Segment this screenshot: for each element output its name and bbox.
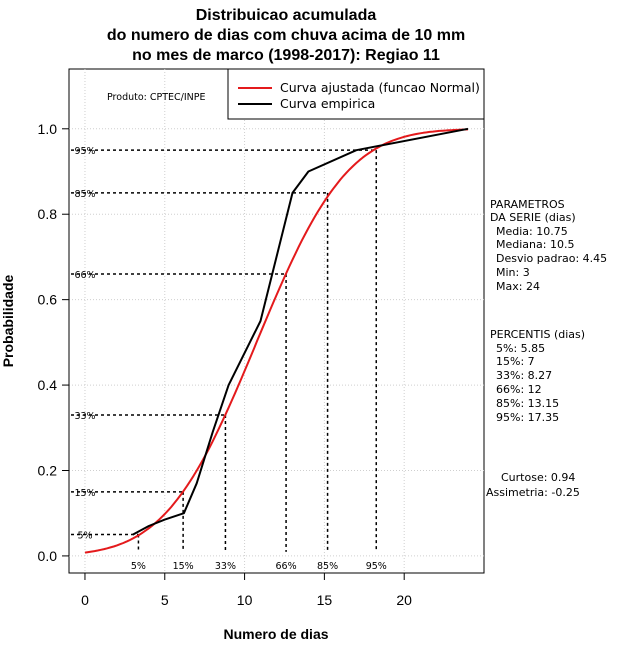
percentile-y-label-3: 66% [74,270,95,281]
param-min: Min: 3 [496,266,530,279]
producer-note: Produto: CPTEC/INPE [107,92,206,103]
percentile-guides: 5% 5% 15% 15% 33% 33% 66% 66% 85% 85% 95% 95% [71,146,387,572]
y-axis: 0.0 0.2 0.4 0.6 0.8 1.0 [38,121,70,564]
y-tick-label-0: 0.0 [38,548,58,564]
y-tick-label-2: 0.4 [38,377,58,393]
x-tick-label-0: 0 [81,592,89,608]
percentile-y-label-4: 85% [74,189,95,200]
x-tick-label-2: 10 [237,592,253,608]
y-tick-label-4: 0.8 [38,206,58,222]
param-media: Media: 10.75 [496,225,568,238]
grid-lines [69,69,484,573]
percentile-x-label-2: 33% [215,561,236,572]
y-tick-label-1: 0.2 [38,462,58,478]
chart-title-line-2: do numero de dias com chuva acima de 10 … [107,27,465,44]
percentil-95: 95%: 17.35 [496,411,559,424]
data-series [84,127,469,554]
legend-label-fitted: Curva ajustada (funcao Normal) [280,80,480,95]
x-axis: 0 5 10 15 20 [81,572,412,608]
params-heading-2: DA SERIE (dias) [490,211,576,224]
x-tick-label-4: 20 [396,592,412,608]
param-mediana: Mediana: 10.5 [496,238,574,251]
x-axis-title: Numero de dias [223,626,328,642]
chart-title-line-3: no mes de marco (1998-2017): Regiao 11 [132,47,440,64]
series-empirical-line [132,127,469,536]
percentile-x-label-1: 15% [173,561,194,572]
percentile-x-label-3: 66% [276,561,297,572]
param-max: Max: 24 [496,280,540,293]
y-tick-label-3: 0.6 [38,292,58,308]
percentile-y-label-1: 15% [74,488,95,499]
x-tick-label-3: 15 [317,592,333,608]
percentile-x-label-5: 95% [366,561,387,572]
percentil-5: 5%: 5.85 [496,342,545,355]
percentil-66: 66%: 12 [496,383,542,396]
series-parameters-panel: PARAMETROS DA SERIE (dias) Media: 10.75 … [486,198,607,499]
percentile-x-label-4: 85% [317,561,338,572]
percentil-33: 33%: 8.27 [496,369,552,382]
percentil-85: 85%: 13.15 [496,397,559,410]
percentile-y-label-2: 33% [74,411,95,422]
curtose: Curtose: 0.94 [501,471,575,484]
chart-title-line-1: Distribuicao acumulada [196,7,377,24]
percentil-15: 15%: 7 [496,355,535,368]
legend-box [227,68,485,120]
params-heading-1: PARAMETROS [490,198,565,211]
y-axis-title: Probabilidade [0,275,16,368]
percentile-x-label-0: 5% [131,561,146,572]
percentile-y-label-5: 95% [74,146,95,157]
y-tick-label-5: 1.0 [38,121,58,137]
percentile-y-label-0: 5% [77,531,92,542]
percentis-heading: PERCENTIS (dias) [490,328,585,341]
assimetria: Assimetria: -0.25 [486,486,580,499]
param-desvio: Desvio padrao: 4.45 [496,252,607,265]
legend: Curva ajustada (funcao Normal) Curva emp… [227,68,485,120]
series-fitted-normal-line [84,128,469,554]
plot-frame [68,68,485,574]
legend-label-empirical: Curva empirica [280,96,375,111]
x-tick-label-1: 5 [161,592,169,608]
